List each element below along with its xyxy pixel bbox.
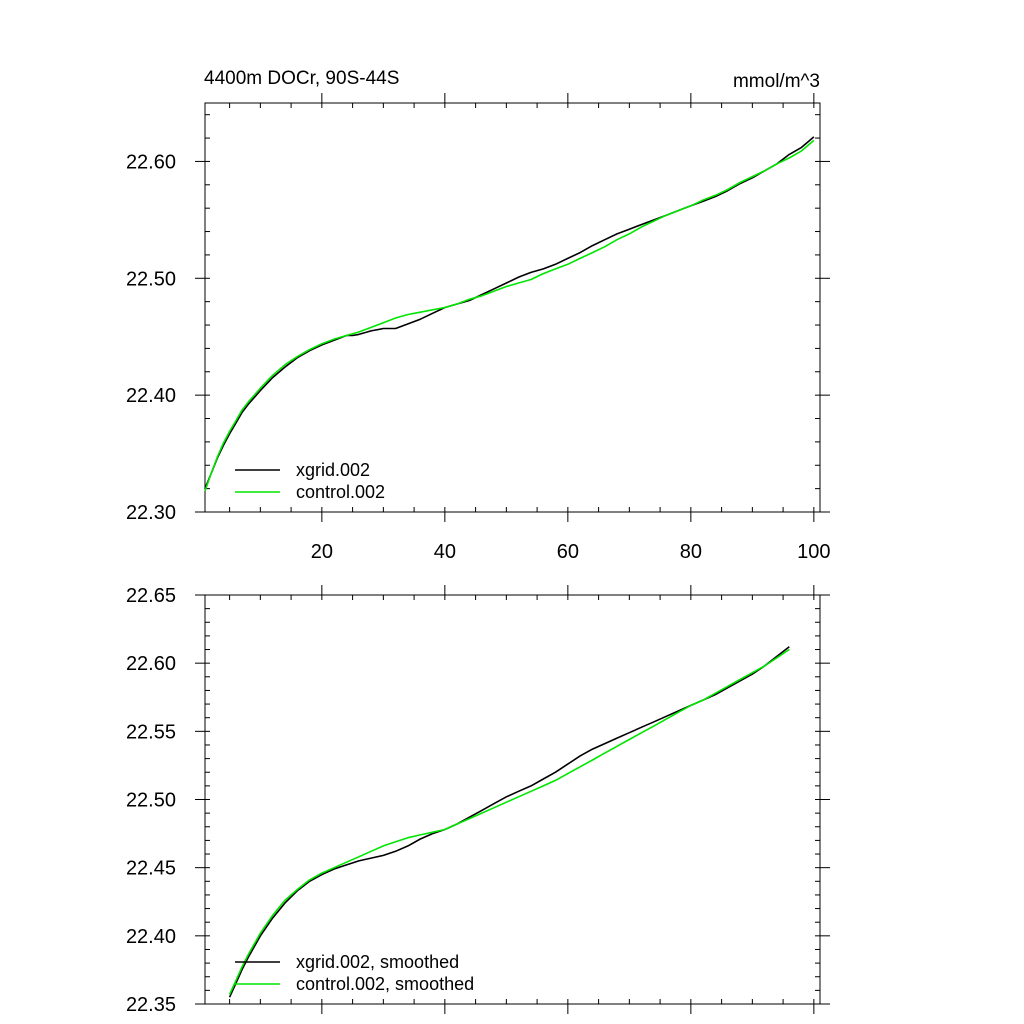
y-tick-label: 22.55 xyxy=(126,721,176,743)
x-tick-label: 80 xyxy=(680,541,702,563)
y-tick-label: 22.50 xyxy=(126,268,176,290)
y-tick-label: 22.40 xyxy=(126,385,176,407)
x-tick-label: 20 xyxy=(311,541,333,563)
legend-label: xgrid.002 xyxy=(296,460,370,480)
bottom-panel: 22.35 22.40 22.45 22.50 22.55 22.60 22.65 xgrid… xyxy=(126,585,830,1016)
series-line-xgrid-002 xyxy=(204,136,815,489)
x-tick-label: 40 xyxy=(434,541,456,563)
units-label: mmol/m^3 xyxy=(733,71,820,92)
y-tick-label: 22.50 xyxy=(126,790,176,812)
y-tick-label: 22.30 xyxy=(126,502,176,524)
x-tick-label: 60 xyxy=(557,541,579,563)
y-tick-label: 22.40 xyxy=(126,926,176,948)
y-tick-label: 22.60 xyxy=(126,151,176,173)
legend-label: control.002, smoothed xyxy=(296,974,474,994)
y-tick-label: 22.35 xyxy=(126,994,176,1016)
y-tick-label: 22.65 xyxy=(126,585,176,607)
y-tick-label: 22.60 xyxy=(126,653,176,675)
legend-label: control.002 xyxy=(296,482,385,502)
chart-title: 4400m DOCr, 90S-44S xyxy=(204,68,399,89)
series-line-control-002 xyxy=(204,139,815,492)
top-panel: 20 40 60 80 100 22.30 22.40 22.50 22.60 xgrid.002… xyxy=(126,93,831,563)
plot-frame xyxy=(204,102,821,513)
series-line-control-002-smoothed xyxy=(228,648,790,995)
x-tick-label: 100 xyxy=(797,541,830,563)
legend-label: xgrid.002, smoothed xyxy=(296,952,459,972)
y-tick-label: 22.45 xyxy=(126,858,176,880)
